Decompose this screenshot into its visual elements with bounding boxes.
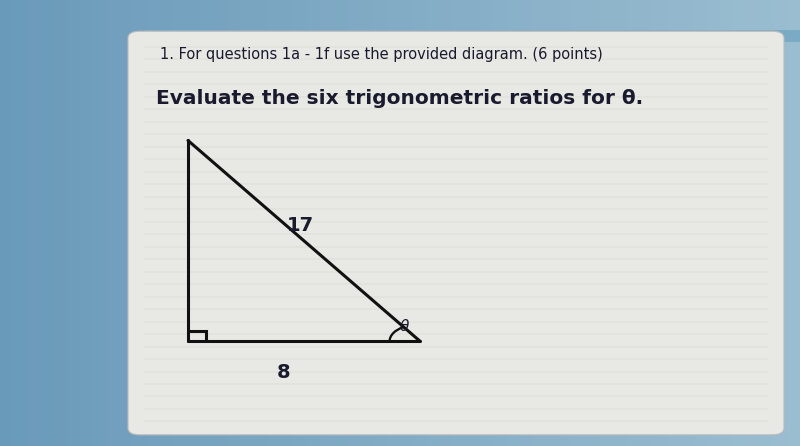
Bar	[520, 0, 534, 446]
Bar	[400, 0, 414, 446]
Bar	[54, 0, 66, 446]
Bar	[786, 0, 800, 446]
Bar	[360, 0, 374, 446]
Bar	[586, 0, 600, 446]
Bar	[94, 0, 106, 446]
Bar	[14, 0, 26, 446]
Bar	[546, 0, 560, 446]
Bar	[760, 0, 774, 446]
Bar	[134, 0, 146, 446]
Bar	[320, 0, 334, 446]
Bar	[426, 0, 440, 446]
Bar	[294, 0, 306, 446]
Bar	[774, 0, 786, 446]
Bar	[120, 0, 134, 446]
Bar	[626, 0, 640, 446]
Bar	[174, 0, 186, 446]
Bar	[466, 0, 480, 446]
Text: 8: 8	[277, 363, 291, 382]
Bar	[454, 0, 466, 446]
Bar	[146, 0, 160, 446]
Bar	[654, 0, 666, 446]
Bar	[386, 0, 400, 446]
Bar	[106, 0, 120, 446]
Bar	[200, 0, 214, 446]
Bar	[414, 0, 426, 446]
Bar	[440, 0, 454, 446]
Bar	[214, 0, 226, 446]
Bar	[334, 0, 346, 446]
Bar	[720, 0, 734, 446]
Text: θ: θ	[400, 319, 410, 334]
Bar	[666, 0, 680, 446]
Bar	[280, 0, 294, 446]
Text: 1. For questions 1a - 1f use the provided diagram. (6 points): 1. For questions 1a - 1f use the provide…	[160, 47, 602, 62]
Text: 17: 17	[286, 216, 314, 235]
Bar	[226, 0, 240, 446]
Text: Evaluate the six trigonometric ratios for θ.: Evaluate the six trigonometric ratios fo…	[156, 89, 643, 108]
FancyBboxPatch shape	[128, 31, 784, 435]
Bar	[374, 0, 386, 446]
Bar	[186, 0, 200, 446]
Bar	[80, 0, 94, 446]
Bar	[680, 0, 694, 446]
Bar	[706, 0, 720, 446]
Bar	[306, 0, 320, 446]
Bar	[640, 0, 654, 446]
Bar	[0, 0, 14, 446]
Bar	[534, 0, 546, 446]
Bar	[734, 0, 746, 446]
Bar	[480, 0, 494, 446]
Bar	[66, 0, 80, 446]
Bar	[494, 0, 506, 446]
Bar	[26, 0, 40, 446]
Bar	[574, 0, 586, 446]
Bar	[694, 0, 706, 446]
Bar	[600, 0, 614, 446]
Bar	[614, 0, 626, 446]
Bar	[40, 0, 54, 446]
Bar	[160, 0, 174, 446]
Bar	[506, 0, 520, 446]
Bar	[266, 0, 280, 446]
Bar	[254, 0, 266, 446]
Bar	[240, 0, 254, 446]
Bar	[560, 0, 574, 446]
Bar	[144, 30, 800, 42]
Bar	[746, 0, 760, 446]
Bar	[346, 0, 360, 446]
